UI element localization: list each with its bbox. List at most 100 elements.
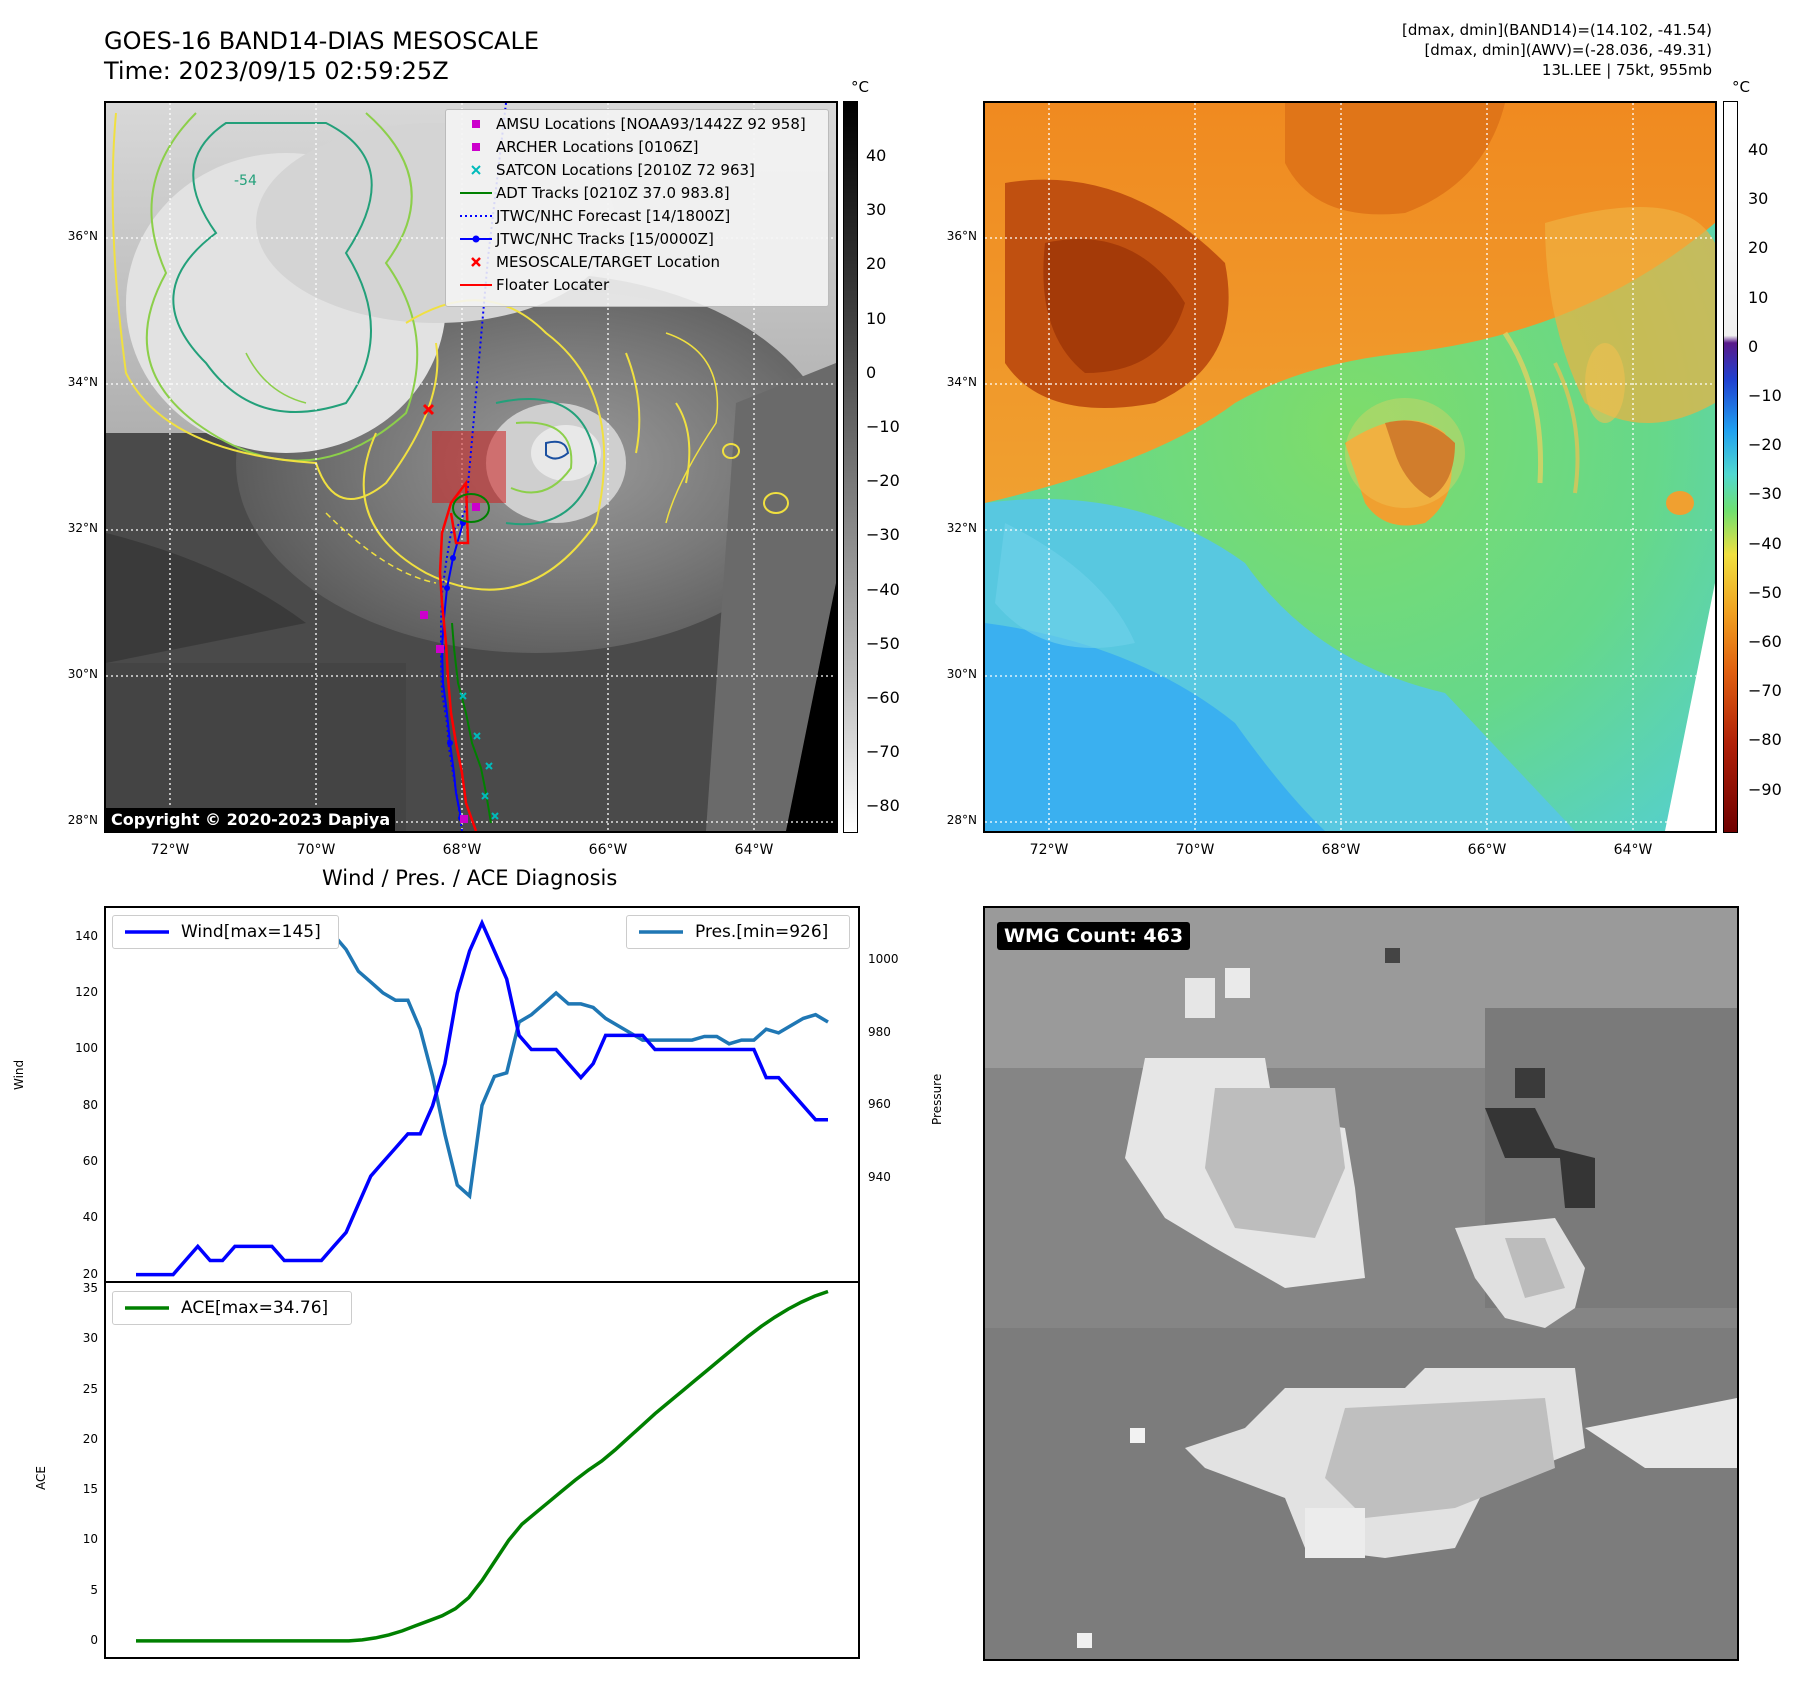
best-track	[440, 522, 464, 819]
color-tick: −60	[1748, 632, 1782, 651]
ace-axis-tick: 30	[82, 1331, 98, 1346]
color-tick: −70	[1748, 681, 1782, 701]
figure-title-line1: GOES-16 BAND14-DIAS MESOSCALE	[104, 27, 540, 55]
gray-tick: −20	[866, 471, 900, 491]
ace-legend-label: ACE[max=34.76]	[181, 1298, 329, 1318]
color-tick: 20	[1748, 238, 1769, 258]
ace-legend: ACE[max=34.76]	[112, 1291, 352, 1325]
lat-label: 36°N	[67, 229, 98, 243]
wind-legend: Wind[max=145]	[112, 915, 339, 949]
color-tick: 10	[1748, 287, 1769, 307]
gray-tick: −30	[866, 525, 900, 545]
pressure-axis-tick: 940	[868, 1169, 891, 1184]
wmg-panel: WMG Count: 463	[983, 906, 1739, 1661]
lon-label: 64°W	[1613, 842, 1653, 858]
wind-axis-tick: 140	[75, 928, 98, 943]
wind-pres-plot	[104, 906, 860, 1283]
lon-label: 68°W	[442, 842, 482, 858]
color-colorbar-unit: °C	[1732, 78, 1750, 96]
lat-label: 28°N	[67, 813, 98, 827]
copyright-notice: Copyright © 2020-2023 Dapiya	[106, 808, 396, 831]
ace-plot	[104, 1281, 860, 1659]
gray-colorbar-unit: °C	[851, 78, 869, 96]
lat-label: 36°N	[946, 229, 977, 243]
storm-name-intensity: 13L.LEE | 75kt, 955mb	[1541, 61, 1712, 79]
gray-tick: −70	[866, 742, 900, 762]
lat-label: 34°N	[67, 375, 98, 389]
lat-label: 30°N	[946, 667, 977, 681]
gray-tick: 40	[866, 146, 887, 165]
lon-label: 70°W	[296, 842, 336, 858]
color-tick: −10	[1748, 386, 1782, 405]
pressure-legend: Pres.[min=926]	[626, 915, 850, 949]
gray-tick: −40	[866, 579, 900, 599]
lat-label: 28°N	[946, 813, 977, 827]
wind-series-line	[136, 918, 828, 1277]
adt-track	[451, 622, 492, 824]
lat-label: 32°N	[946, 521, 977, 535]
lon-label: 66°W	[1467, 842, 1507, 858]
lat-label: 32°N	[67, 521, 98, 535]
wmg-count-badge: WMG Count: 463	[997, 922, 1191, 950]
wind-axis-title: Wind	[12, 1059, 26, 1090]
wind-pres-chart: Wind[max=145] Pres.[min=926]	[104, 906, 860, 1283]
ace-axis-tick: 5	[90, 1582, 98, 1597]
color-tick: 40	[1748, 140, 1769, 159]
ace-axis-tick: 0	[90, 1632, 98, 1647]
color-tick: −40	[1748, 533, 1782, 553]
color-tick: −30	[1748, 484, 1782, 504]
ace-axis-tick: 10	[82, 1532, 98, 1547]
lon-label: 70°W	[1175, 842, 1215, 858]
color-map-canvas	[985, 103, 1715, 831]
satcon-markers	[459, 692, 499, 820]
amsu-archer-markers	[420, 503, 480, 823]
gray-tick: −50	[866, 633, 900, 653]
color-colorbar	[1723, 101, 1738, 833]
lat-label: 34°N	[946, 375, 977, 389]
ace-axis-tick: 15	[82, 1482, 98, 1497]
lon-label: 72°W	[1029, 842, 1069, 858]
wind-legend-label: Wind[max=145]	[181, 922, 321, 942]
gray-tick: 20	[866, 254, 887, 274]
awv-range: [dmax, dmin](AWV)=(-28.036, -49.31)	[1424, 41, 1712, 59]
color-tick: 0	[1748, 336, 1759, 356]
floater-locater-track	[438, 479, 478, 831]
figure-time-line: Time: 2023/09/15 02:59:25Z	[104, 57, 449, 85]
gray-tick: 10	[866, 308, 887, 328]
ace-axis-tick: 35	[82, 1281, 98, 1296]
gray-tick: −10	[866, 417, 900, 436]
color-tick: −90	[1748, 779, 1782, 799]
wind-axis-tick: 120	[75, 985, 98, 1000]
wind-axis-tick: 60	[82, 1154, 98, 1169]
pressure-legend-label: Pres.[min=926]	[695, 922, 829, 942]
lon-label: 66°W	[588, 842, 628, 858]
band14-range: [dmax, dmin](BAND14)=(14.102, -41.54)	[1401, 21, 1712, 39]
ir-color-map	[983, 101, 1717, 833]
color-tick: −50	[1748, 582, 1782, 602]
pressure-axis-title: Pressure	[930, 1073, 944, 1125]
color-tick: 30	[1748, 189, 1769, 209]
wind-axis-tick: 40	[82, 1210, 98, 1225]
color-tick: −20	[1748, 435, 1782, 455]
ace-axis-title: ACE	[34, 1466, 48, 1490]
lon-label: 72°W	[150, 842, 190, 858]
wind-axis-tick: 80	[82, 1097, 98, 1112]
pressure-axis-tick: 1000	[868, 952, 899, 967]
pressure-axis-tick: 960	[868, 1097, 891, 1112]
storm-info: [dmax, dmin](BAND14)=(14.102, -41.54) [d…	[1402, 20, 1712, 80]
figure-title: GOES-16 BAND14-DIAS MESOSCALE Time: 2023…	[104, 26, 539, 86]
gray-tick: −80	[866, 796, 900, 816]
wind-axis-tick: 20	[82, 1266, 98, 1281]
lon-label: 68°W	[1321, 842, 1361, 858]
lon-label: 64°W	[734, 842, 774, 858]
lat-label: 30°N	[67, 667, 98, 681]
ace-series-line	[136, 1289, 829, 1643]
ir-grayscale-map: -54 AMSU Locat	[104, 101, 838, 833]
map-legend: AMSU Locations [NOAA93/1442Z 92 958] ARC…	[445, 109, 829, 307]
gray-colorbar	[843, 101, 858, 833]
gray-tick: −60	[866, 688, 900, 707]
wind-axis-tick: 100	[75, 1041, 98, 1056]
ace-chart: ACE[max=34.76]	[104, 1281, 860, 1659]
gray-tick: 0	[866, 362, 877, 382]
gray-tick: 30	[866, 200, 887, 220]
